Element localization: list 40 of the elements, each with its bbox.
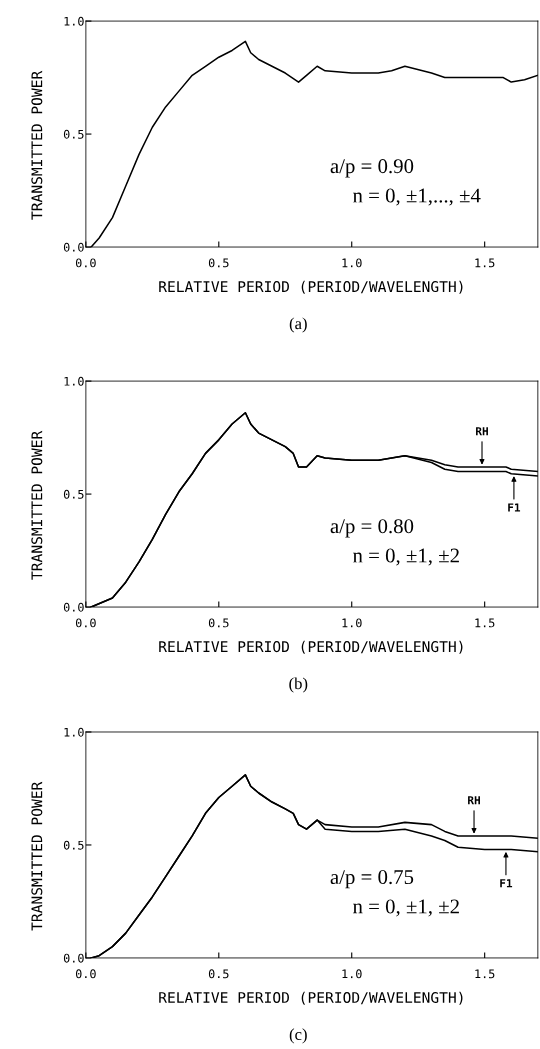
x-axis-title: RELATIVE PERIOD (PERIOD/WAVELENGTH)	[159, 640, 463, 654]
annotation: RH	[476, 427, 488, 436]
x-tick-label: 0.5	[208, 618, 229, 628]
x-tick-label: 1.5	[475, 618, 495, 628]
text: (a)	[289, 317, 307, 333]
x-axis-title: RELATIVE PERIOD (PERIOD/WAVELENGTH)	[159, 991, 463, 1005]
annotation: F1	[508, 503, 521, 512]
y-axis-title: TRANSMITTED POWER	[31, 70, 43, 220]
y-tick-label: 1.0	[64, 16, 84, 26]
x-tick-label: 1.5	[475, 969, 495, 979]
x-tick-label: 1.0	[342, 618, 362, 628]
x-tick-label: 0.0	[75, 618, 96, 628]
x-tick-label: 0.5	[208, 969, 229, 979]
annotation: n = 0, ±1, ±2	[353, 548, 459, 566]
x-tick-label: 0.0	[75, 969, 96, 979]
x-axis-title: RELATIVE PERIOD (PERIOD/WAVELENGTH)	[159, 280, 463, 294]
text: (c)	[289, 1028, 307, 1044]
y-tick-label: 0.5	[63, 489, 84, 499]
y-tick-label: 0.0	[63, 602, 84, 612]
annotation: a/p = 0.75	[330, 870, 414, 889]
x-tick-label: 1.5	[475, 258, 495, 268]
annotation: F1	[500, 879, 513, 888]
x-tick-label: 1.0	[342, 969, 362, 979]
x-tick-label: 1.0	[342, 258, 362, 268]
y-tick-label: 0.0	[63, 953, 84, 963]
annotation: n = 0, ±1,..., ±4	[353, 188, 481, 206]
y-tick-label: 0.5	[63, 840, 84, 850]
y-tick-label: 1.0	[64, 727, 84, 737]
x-tick-label: 0.5	[208, 258, 229, 268]
annotation: RH	[468, 796, 480, 805]
annotation: a/p = 0.90	[330, 159, 414, 178]
y-tick-label: 0.5	[63, 129, 84, 139]
y-tick-label: 1.0	[64, 376, 84, 386]
annotation: n = 0, ±1, ±2	[353, 899, 459, 917]
annotation: a/p = 0.80	[330, 519, 414, 538]
y-axis-title: TRANSMITTED POWER	[31, 430, 43, 580]
text: (b)	[289, 677, 308, 693]
y-tick-label: 0.0	[63, 242, 84, 252]
y-axis-title: TRANSMITTED POWER	[31, 781, 43, 931]
x-tick-label: 0.0	[75, 258, 96, 268]
